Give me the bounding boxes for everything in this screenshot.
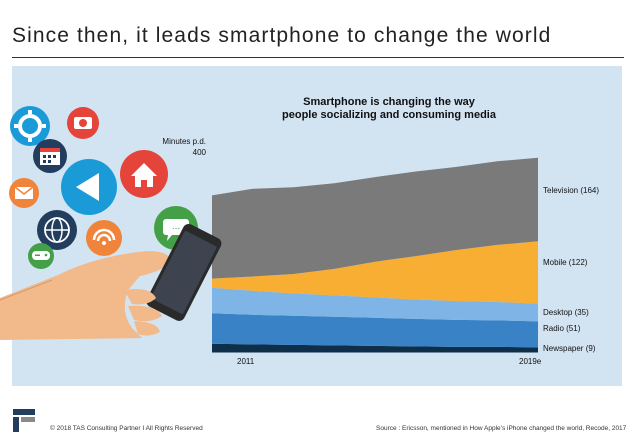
wifi-icon [86,220,122,256]
hand-with-phone [0,224,222,340]
phone [146,224,222,321]
area-series-desktop [212,287,538,322]
footer-copyright: © 2018 TAS Consulting Partner I All Righ… [50,425,203,432]
y-axis-unit-label: Minutes p.d. [162,137,206,146]
slide-title: Since then, it leads smartphone to chang… [12,24,552,47]
series-label-desktop: Desktop (35) [543,308,589,317]
y-axis-unit: Minutes p.d. 400 [158,136,206,158]
series-label-mobile: Mobile (122) [543,258,588,267]
smartphone-illustration: ... [0,106,222,340]
area-series-mobile [212,241,538,304]
y-axis-max-tick: 400 [192,148,206,157]
footer-source: Source : Ericsson, mentioned in How Appl… [376,425,627,432]
area-series-newspaper [212,343,538,352]
series-label-newspaper: Newspaper (9) [543,344,596,353]
area-series-television [212,157,538,279]
chat-glyph: ... [172,221,180,232]
home-icon [120,150,168,198]
chart-title: Smartphone is changing the way people so… [244,96,534,122]
mail-icon [9,178,39,208]
camera-icon [67,107,99,139]
area-series-radio [212,313,538,348]
calendar-icon [33,139,67,173]
gamepad-icon [28,243,54,269]
gear-icon [10,106,50,146]
chart-title-line-2: people socializing and consuming media [282,109,496,121]
x-tick-start: 2011 [237,357,255,366]
x-tick-end: 2019e [519,357,542,366]
globe-icon [37,210,77,250]
series-label-radio: Radio (51) [543,324,581,333]
back-arrow-icon [61,159,117,215]
chart-title-line-1: Smartphone is changing the way [303,96,475,108]
company-logo [13,409,35,432]
title-divider [12,57,624,58]
series-label-television: Television (164) [543,186,600,195]
